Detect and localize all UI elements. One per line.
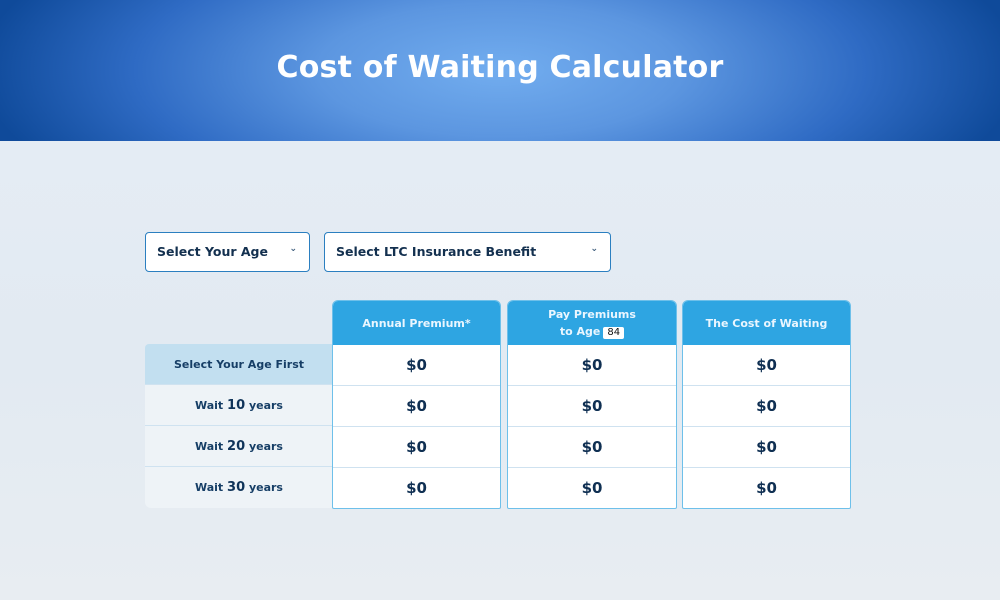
row-label-select-age: Select Your Age First	[145, 344, 333, 385]
cell-value: $0	[508, 427, 676, 468]
cell-value: $0	[333, 345, 500, 386]
chevron-down-icon: ⌄	[289, 244, 297, 254]
cell-value: $0	[683, 427, 850, 468]
benefit-select-label: Select LTC Insurance Benefit	[336, 244, 537, 259]
age-select[interactable]: Select Your Age ⌄	[145, 232, 310, 272]
column-annual-premium: Annual Premium* $0 $0 $0 $0	[332, 300, 501, 509]
column-header: Pay Premiums to Age 84	[508, 301, 676, 345]
row-label-wait-10: Wait 10 years	[145, 385, 333, 426]
cell-value: $0	[683, 345, 850, 386]
cell-value: $0	[756, 479, 777, 497]
cell-value: $0	[406, 479, 427, 497]
cell-value: $0	[683, 386, 850, 427]
cell-value: $0	[508, 386, 676, 427]
row-label-wait-20: Wait 20 years	[145, 426, 333, 467]
chevron-down-icon: ⌄	[590, 244, 598, 254]
header-line: to Age 84	[560, 323, 625, 340]
cell-value: $0	[581, 479, 603, 497]
hero-banner: Cost of Waiting Calculator	[0, 0, 1000, 141]
row-label-wait-30: Wait 30 years	[145, 467, 333, 508]
cell-value: $0	[333, 386, 500, 427]
pay-to-age-input[interactable]: 84	[603, 327, 625, 339]
age-select-label: Select Your Age	[157, 244, 268, 259]
column-header: Annual Premium*	[333, 301, 500, 345]
column-pay-premiums: Pay Premiums to Age 84 $0 $0 $0 $0	[507, 300, 677, 509]
column-header: The Cost of Waiting	[683, 301, 850, 345]
cell-value: $0	[508, 345, 676, 386]
cell-value: $0	[333, 427, 500, 468]
page-title: Cost of Waiting Calculator	[276, 50, 724, 85]
column-cost-of-waiting: The Cost of Waiting $0 $0 $0 $0	[682, 300, 851, 509]
header-line: Pay Premiums	[548, 308, 636, 321]
benefit-select[interactable]: Select LTC Insurance Benefit ⌄	[324, 232, 611, 272]
